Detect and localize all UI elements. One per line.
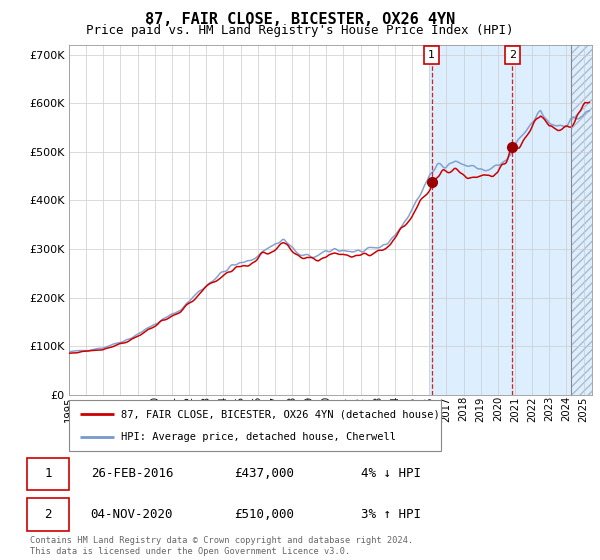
Text: 2: 2	[509, 50, 516, 60]
FancyBboxPatch shape	[69, 400, 441, 451]
Bar	[429, 45, 571, 395]
Text: HPI: Average price, detached house, Cherwell: HPI: Average price, detached house, Cher…	[121, 432, 396, 442]
Text: Price paid vs. HM Land Registry's House Price Index (HPI): Price paid vs. HM Land Registry's House …	[86, 24, 514, 37]
Text: 87, FAIR CLOSE, BICESTER, OX26 4YN: 87, FAIR CLOSE, BICESTER, OX26 4YN	[145, 12, 455, 27]
Text: 4% ↓ HPI: 4% ↓ HPI	[361, 468, 421, 480]
FancyBboxPatch shape	[27, 458, 68, 490]
Text: £510,000: £510,000	[234, 508, 294, 521]
Text: 87, FAIR CLOSE, BICESTER, OX26 4YN (detached house): 87, FAIR CLOSE, BICESTER, OX26 4YN (deta…	[121, 409, 440, 419]
Text: 1: 1	[44, 468, 52, 480]
Text: £437,000: £437,000	[234, 468, 294, 480]
Bar	[571, 45, 592, 395]
Text: 1: 1	[428, 50, 436, 60]
Text: 2: 2	[44, 508, 52, 521]
Text: 26-FEB-2016: 26-FEB-2016	[91, 468, 173, 480]
Text: 3% ↑ HPI: 3% ↑ HPI	[361, 508, 421, 521]
FancyBboxPatch shape	[27, 498, 68, 531]
Text: 04-NOV-2020: 04-NOV-2020	[91, 508, 173, 521]
Text: Contains HM Land Registry data © Crown copyright and database right 2024.
This d: Contains HM Land Registry data © Crown c…	[30, 536, 413, 556]
